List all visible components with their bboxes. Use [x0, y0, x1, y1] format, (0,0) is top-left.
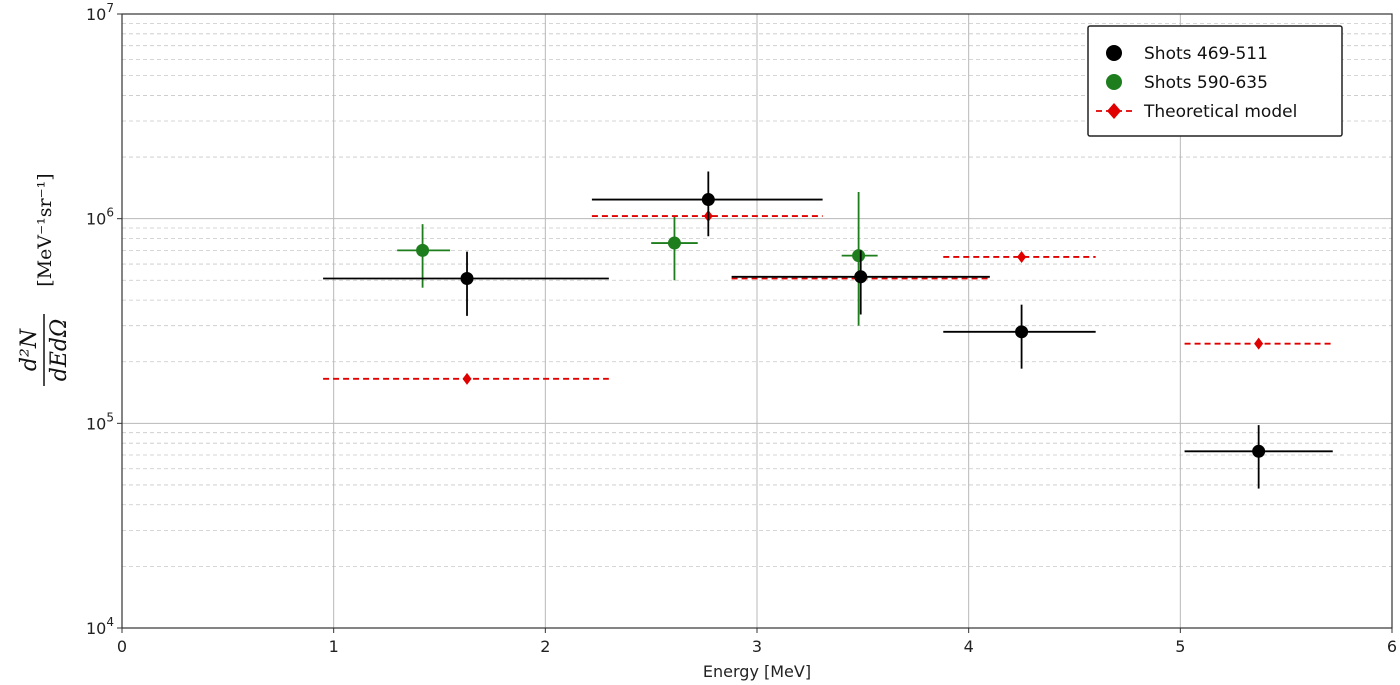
- circle-marker: [1252, 444, 1266, 458]
- legend-label: Shots 590-635: [1144, 73, 1268, 93]
- legend: Shots 469-511 Shots 590-635 Theoretical mo…: [1087, 25, 1343, 137]
- data-point: [591, 171, 823, 237]
- x-tick-label: 5: [1175, 637, 1185, 656]
- circle-marker: [667, 236, 681, 250]
- legend-marker: [1106, 45, 1122, 61]
- data-point: [1184, 425, 1333, 489]
- y-tick-label: 104: [86, 615, 114, 638]
- circle-marker: [852, 249, 866, 263]
- data-point: [323, 251, 609, 316]
- x-tick-label: 2: [540, 637, 550, 656]
- data-point: [1184, 337, 1333, 350]
- y-tick-label: 107: [86, 1, 114, 24]
- data-point: [943, 250, 1096, 263]
- legend-item: Shots 590-635: [1106, 73, 1268, 93]
- diamond-marker: [462, 372, 472, 385]
- x-tick-label: 4: [964, 637, 974, 656]
- circle-marker: [1015, 325, 1029, 339]
- data-marks: [323, 171, 1333, 489]
- legend-label: Shots 469-511: [1144, 44, 1268, 64]
- circle-marker: [416, 243, 430, 257]
- legend-marker: [1106, 74, 1122, 90]
- data-point: [651, 216, 698, 281]
- y-tick-label: 106: [86, 206, 114, 229]
- y-axis-label-numerator: d²N: [17, 328, 42, 371]
- x-axis-label: Energy [MeV]: [703, 662, 811, 681]
- data-point: [841, 191, 878, 326]
- data-point: [943, 304, 1096, 369]
- legend-marker: [1107, 103, 1121, 119]
- legend-box: [1087, 25, 1343, 137]
- y-axis-label-denominator: dEdΩ: [47, 319, 72, 381]
- data-point: [323, 372, 609, 385]
- x-tick-label: 1: [329, 637, 339, 656]
- y-axis-ticks: 104 105 106 107: [86, 1, 122, 638]
- diamond-marker: [1017, 250, 1027, 263]
- x-tick-label: 6: [1387, 637, 1397, 656]
- x-axis-ticks: 0 1 2 3 4 5 6: [117, 628, 1397, 656]
- x-tick-label: 0: [117, 637, 127, 656]
- data-point: [397, 224, 451, 288]
- legend-item: Theoretical model: [1096, 102, 1297, 122]
- legend-label: Theoretical model: [1143, 102, 1297, 122]
- circle-marker: [854, 270, 868, 284]
- y-axis-label-units: [MeV⁻¹sr⁻¹]: [34, 173, 56, 286]
- diamond-marker: [1254, 337, 1264, 350]
- y-tick-label: 105: [86, 410, 114, 433]
- x-tick-label: 3: [752, 637, 762, 656]
- legend-item: Shots 469-511: [1106, 44, 1268, 64]
- data-point: [591, 210, 823, 223]
- y-axis-label: d²N dEdΩ [MeV⁻¹sr⁻¹]: [17, 173, 72, 386]
- circle-marker: [460, 272, 474, 286]
- circle-marker: [701, 193, 715, 207]
- data-point: [731, 250, 990, 315]
